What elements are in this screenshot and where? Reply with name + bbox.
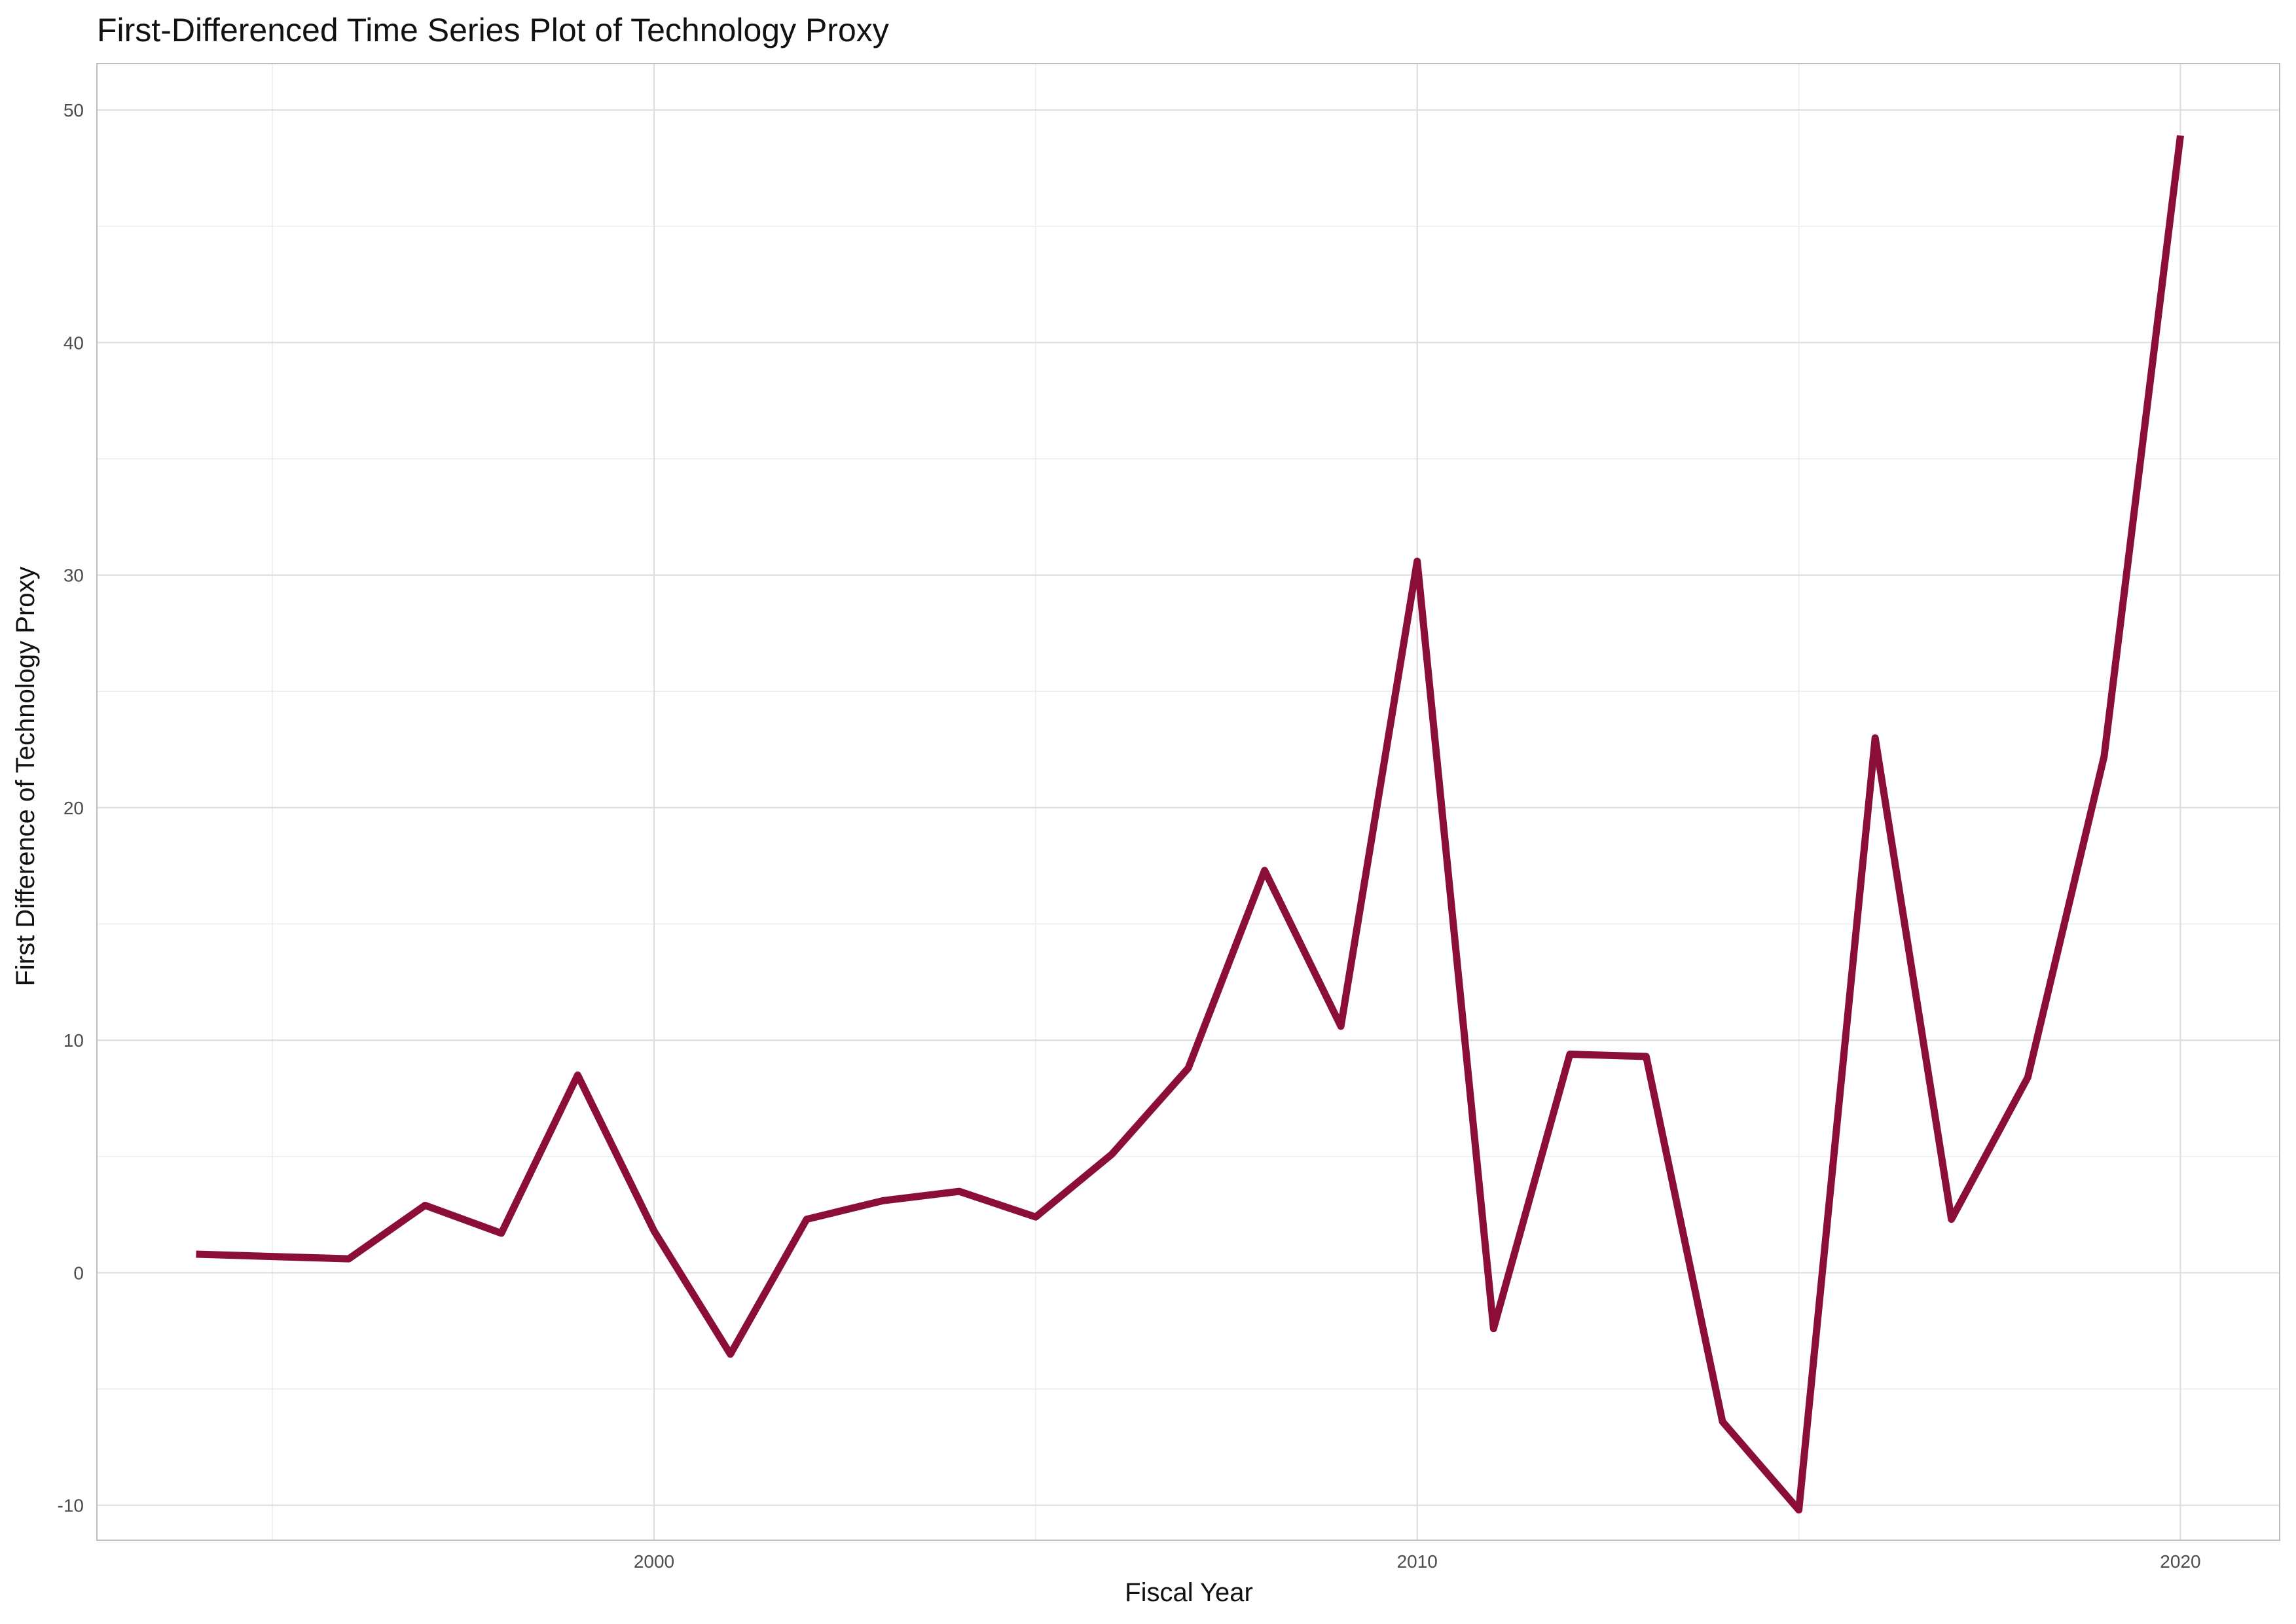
chart-title: First-Differenced Time Series Plot of Te…: [97, 12, 889, 48]
x-tick-label: 2000: [634, 1551, 674, 1572]
y-tick-label: 0: [73, 1263, 84, 1283]
x-tick-label: 2010: [1397, 1551, 1438, 1572]
y-tick-label: 40: [64, 333, 84, 353]
major-gridlines: [97, 63, 2280, 1540]
panel-border: [96, 63, 2280, 1541]
minor-gridlines: [97, 63, 2280, 1540]
y-tick-label: 30: [64, 566, 84, 586]
x-axis-title: Fiscal Year: [1125, 1578, 1253, 1607]
x-tick-label: 2020: [2160, 1551, 2200, 1572]
tick-labels: 2000 2010 2020 -10 0 10 20 30 40 50: [58, 100, 2201, 1572]
series-line: [196, 135, 2184, 1514]
y-axis-title: First Difference of Technology Proxy: [11, 566, 40, 986]
y-tick-label: -10: [58, 1496, 84, 1516]
y-tick-label: 20: [64, 798, 84, 818]
y-tick-label: 50: [64, 100, 84, 120]
y-tick-label: 10: [64, 1030, 84, 1051]
